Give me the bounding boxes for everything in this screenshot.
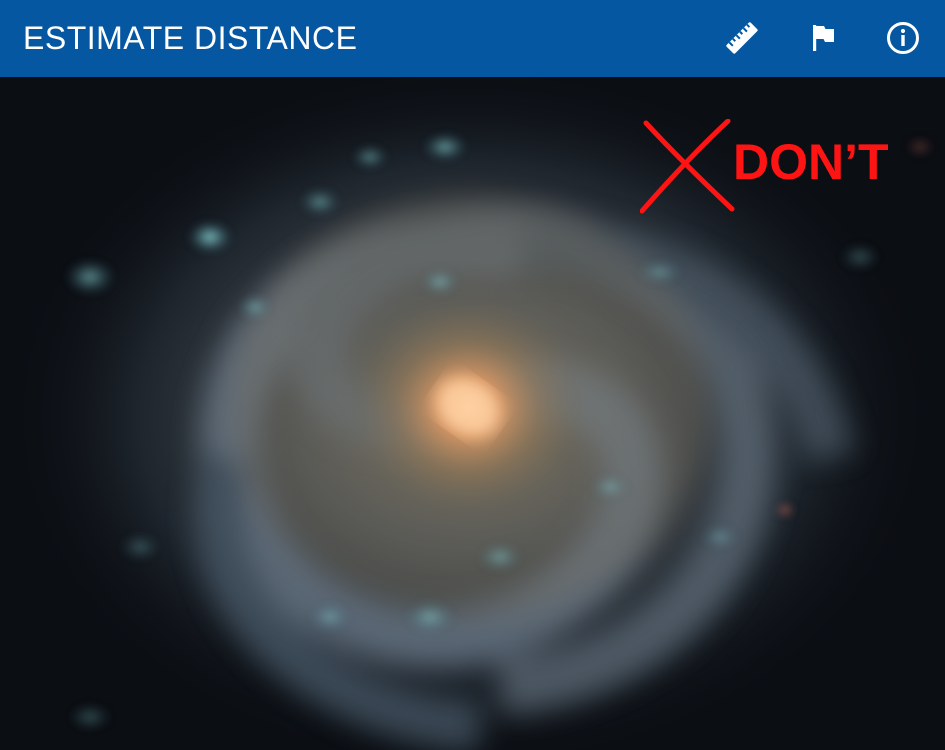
galaxy-image: [0, 77, 945, 750]
info-icon: [887, 22, 919, 54]
cross-icon: [640, 119, 735, 214]
info-button[interactable]: [881, 16, 925, 60]
dont-label: DON’T: [733, 134, 889, 190]
app-bar: ESTIMATE DISTANCE: [0, 0, 945, 77]
galaxy-image-viewport[interactable]: DON’T: [0, 77, 945, 750]
ruler-button[interactable]: [720, 16, 764, 60]
flag-icon: [813, 25, 834, 51]
flag-button[interactable]: [801, 16, 845, 60]
ruler-icon: [726, 22, 758, 54]
page-title: ESTIMATE DISTANCE: [23, 20, 358, 56]
